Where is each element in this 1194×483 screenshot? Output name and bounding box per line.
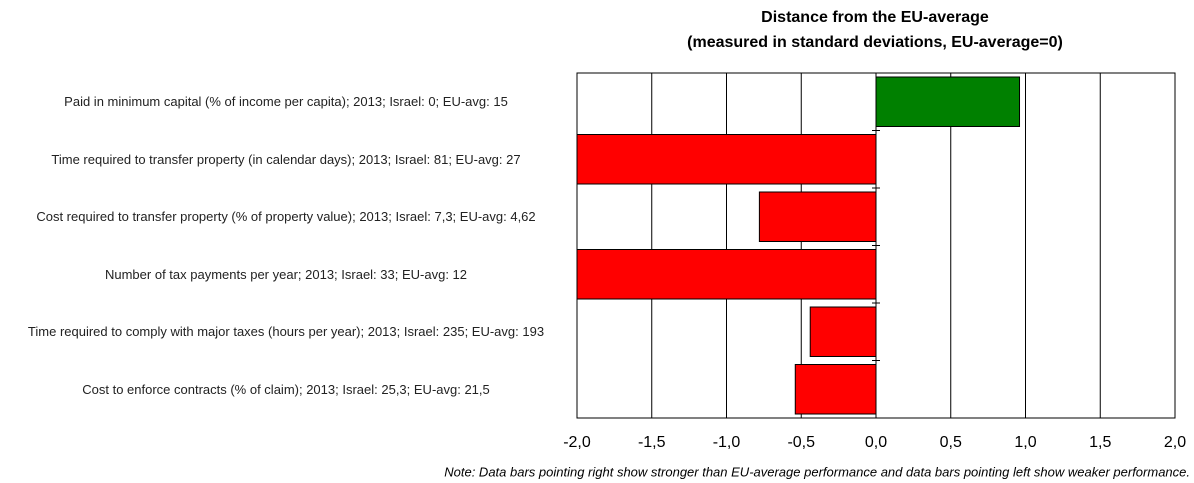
chart-subtitle: (measured in standard deviations, EU-ave… <box>687 34 1063 51</box>
category-label: Time required to transfer property (in c… <box>51 151 521 167</box>
category-label: Paid in minimum capital (% of income per… <box>64 94 508 110</box>
bar <box>794 364 877 415</box>
chart-title: Distance from the EU-average <box>761 9 989 26</box>
bar <box>576 249 877 300</box>
note: Note: Data bars pointing right show stro… <box>444 464 1190 479</box>
category-label: Number of tax payments per year; 2013; I… <box>104 266 467 282</box>
x-tick-label: -2,0 <box>563 434 591 451</box>
x-tick-label: -0,5 <box>787 434 815 451</box>
x-tick-label: 1,5 <box>1089 434 1111 451</box>
x-tick-label: 1,0 <box>1014 434 1036 451</box>
category-label: Cost required to transfer property (% of… <box>36 209 536 225</box>
category-label: Time required to comply with major taxes… <box>27 324 545 340</box>
bar <box>758 191 877 242</box>
bar <box>809 306 877 357</box>
category-label: Cost to enforce contracts (% of claim); … <box>82 381 490 397</box>
x-tick-label: 0,0 <box>865 434 887 451</box>
x-tick-label: 0,5 <box>940 434 962 451</box>
x-tick-label: -1,0 <box>713 434 741 451</box>
bar <box>875 76 1021 127</box>
x-tick-label: 2,0 <box>1164 434 1186 451</box>
bar <box>576 134 877 185</box>
x-tick-label: -1,5 <box>638 434 666 451</box>
